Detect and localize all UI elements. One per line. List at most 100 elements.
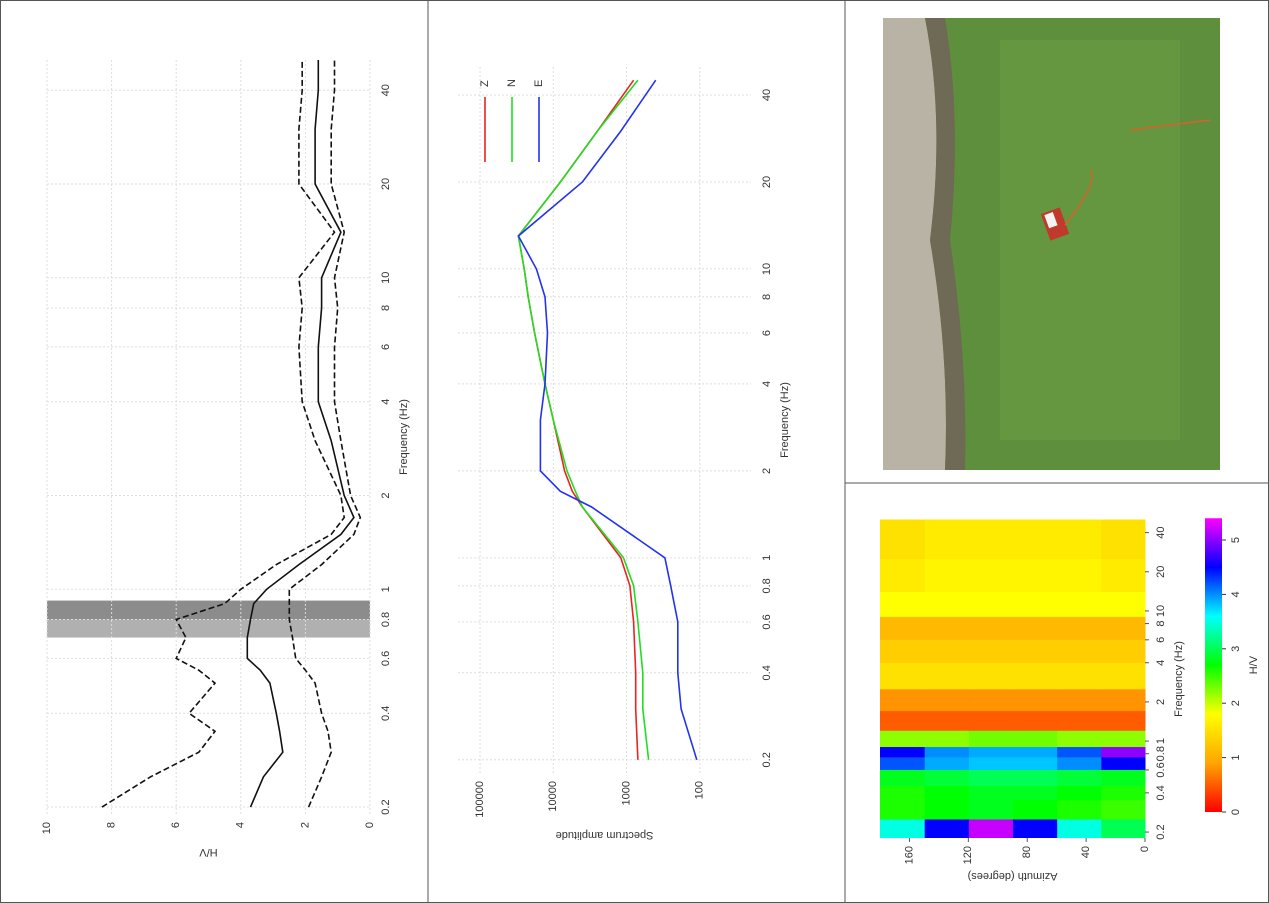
y-axis-label: Spectrum amplitude: [556, 829, 654, 841]
legend-label: E: [533, 80, 545, 87]
shaded-range: [47, 619, 370, 638]
heatmap-cell: [1100, 639, 1146, 663]
colorbar: [1205, 518, 1222, 812]
x-tick-label: 20: [761, 176, 773, 188]
heatmap-cell: [1012, 799, 1058, 820]
x-tick-label: 6: [380, 344, 392, 350]
x-tick-label: 1: [761, 555, 773, 561]
heatmap-cell: [1100, 710, 1146, 731]
heatmap-cell: [924, 662, 969, 690]
heatmap-cell: [1012, 730, 1058, 748]
heatmap-cell: [924, 591, 969, 617]
colorbar-tick-label: 5: [1230, 537, 1242, 543]
x-tick-label: 20: [380, 178, 392, 190]
heatmap-cell: [1100, 799, 1146, 820]
heatmap-cell: [1100, 558, 1146, 592]
heatmap-cell: [924, 558, 969, 592]
y-tick-label: 160: [903, 846, 915, 864]
heatmap-cell: [1012, 769, 1058, 787]
y-tick-label: 10: [41, 822, 53, 834]
heatmap-cell: [1012, 785, 1058, 801]
heatmap-cell: [1012, 662, 1058, 690]
heatmap-cell: [1056, 639, 1102, 663]
heatmap-cell: [1056, 688, 1102, 712]
heatmap-cell: [924, 785, 969, 801]
heatmap-cell: [880, 558, 925, 592]
heatmap-cell: [1056, 818, 1102, 838]
heatmap-cell: [968, 519, 1014, 560]
heatmap-cell: [1056, 519, 1102, 560]
heatmap-cell: [924, 710, 969, 731]
y-tick-label: 0: [1139, 846, 1151, 852]
heatmap-cell: [880, 591, 925, 617]
series-line: [517, 79, 698, 761]
heatmap-cell: [924, 616, 969, 640]
y-tick-label: 80: [1021, 846, 1033, 858]
heatmap-cell: [924, 730, 969, 748]
x-tick-label: 0.8: [761, 578, 773, 593]
y-tick-label: 120: [962, 846, 974, 864]
heatmap-cell: [924, 519, 969, 560]
heatmap-cell: [1056, 558, 1102, 592]
heatmap-cell: [1056, 746, 1102, 758]
heatmap-cell: [1056, 756, 1102, 770]
heatmap-cell: [968, 639, 1014, 663]
heatmap-cell: [968, 710, 1014, 731]
x-tick-label: 10: [1155, 605, 1167, 617]
x-tick-label: 4: [380, 399, 392, 405]
heatmap-cell: [1012, 746, 1058, 758]
series-line: [101, 60, 346, 808]
heatmap-cell: [1056, 616, 1102, 640]
x-tick-label: 10: [761, 263, 773, 275]
y-tick-label: 100: [694, 781, 706, 799]
x-axis-label: Frequency (Hz): [1173, 641, 1185, 717]
x-tick-label: 0.6: [761, 614, 773, 629]
heatmap-cell: [1100, 769, 1146, 787]
heatmap-cell: [1056, 591, 1102, 617]
x-tick-label: 0.4: [761, 665, 773, 680]
heatmap-cell: [1100, 591, 1146, 617]
series-line: [246, 60, 355, 808]
heatmap-cell: [1100, 730, 1146, 748]
colorbar-tick-label: 4: [1230, 591, 1242, 597]
heatmap-cell: [968, 799, 1014, 820]
x-axis-label: Frequency (Hz): [779, 382, 791, 458]
x-tick-label: 0.8: [1155, 746, 1167, 761]
site-photo: [883, 18, 1220, 470]
heatmap-cell: [968, 785, 1014, 801]
x-tick-label: 4: [761, 381, 773, 387]
heatmap-cell: [880, 710, 925, 731]
series-line: [288, 60, 362, 808]
heatmap-cell: [924, 639, 969, 663]
heatmap-cell: [880, 519, 925, 560]
heatmap-cell: [924, 746, 969, 758]
heatmap-cell: [880, 639, 925, 663]
x-tick-label: 0.2: [761, 752, 773, 767]
x-tick-label: 8: [761, 294, 773, 300]
heatmap-cell: [968, 591, 1014, 617]
heatmap-cell: [968, 746, 1014, 758]
y-tick-label: 4: [235, 822, 247, 828]
colorbar-tick-label: 2: [1230, 700, 1242, 706]
cable: [1064, 119, 1211, 226]
heatmap-cell: [1012, 591, 1058, 617]
heatmap-cell: [968, 616, 1014, 640]
heatmap-cell: [1012, 616, 1058, 640]
heatmap-cell: [880, 756, 925, 770]
heatmap-cell: [1012, 818, 1058, 838]
x-tick-label: 40: [761, 89, 773, 101]
heatmap-cell: [1012, 639, 1058, 663]
y-tick-label: 100000: [474, 781, 486, 818]
x-tick-label: 0.8: [380, 612, 392, 627]
y-tick-label: 2: [299, 822, 311, 828]
colorbar-tick-label: 1: [1230, 755, 1242, 761]
series-line: [517, 79, 650, 760]
heatmap-cell: [880, 769, 925, 787]
heatmap-cell: [968, 769, 1014, 787]
x-tick-label: 6: [1155, 637, 1167, 643]
heatmap-cell: [924, 799, 969, 820]
heatmap-cell: [924, 756, 969, 770]
x-tick-label: 10: [380, 272, 392, 284]
